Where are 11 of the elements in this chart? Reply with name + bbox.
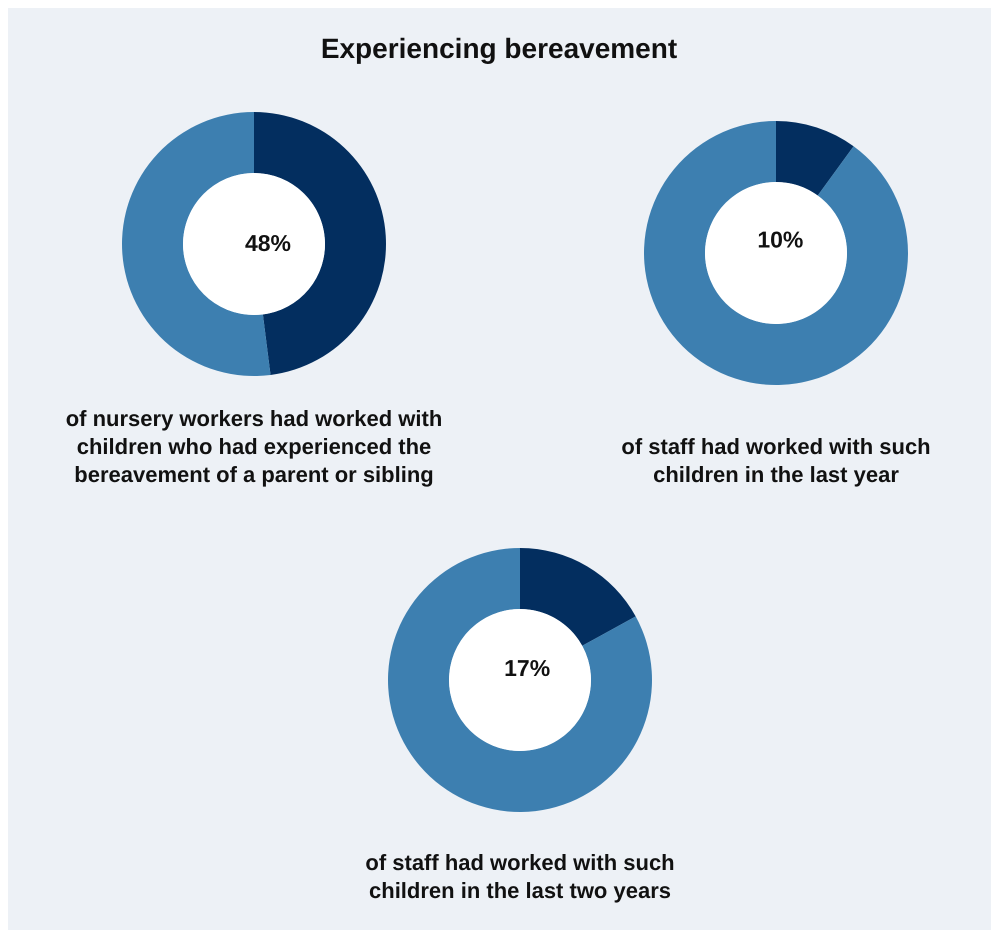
- data-label: 48%: [244, 230, 291, 256]
- donut-slice: [776, 121, 854, 196]
- text: Experiencing bereavement: [320, 33, 678, 64]
- text: of nursery workers had worked with children who had experienced the bereavement of a parent or sibling: [66, 406, 442, 487]
- data-label: 10%: [757, 226, 804, 253]
- donut-slice: [520, 548, 636, 646]
- donut-slice: [388, 548, 652, 812]
- data-label: 17%: [504, 654, 550, 681]
- donut-slice: [644, 121, 908, 385]
- text: of staff had worked with such children in the last two years: [365, 850, 675, 903]
- text: of staff had worked with such children in the last year: [621, 434, 931, 487]
